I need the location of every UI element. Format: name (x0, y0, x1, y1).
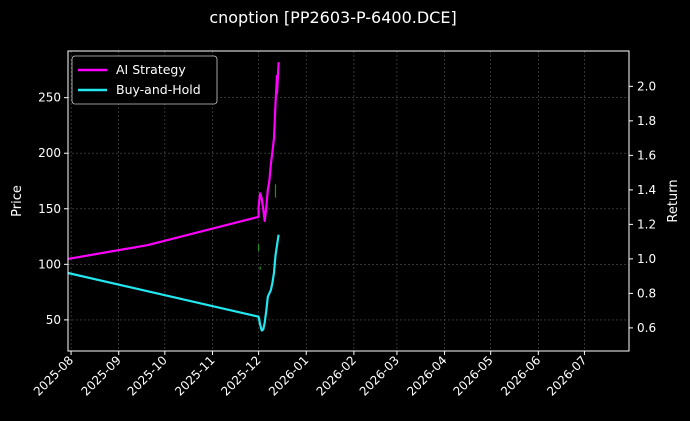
y-tick-label: 250 (38, 91, 61, 105)
y2-tick-label: 2.0 (637, 79, 656, 93)
series-line-ai-strategy (67, 62, 280, 260)
x-tick-label: 2026-02 (314, 353, 359, 398)
chart-title: cnoption [PP2603-P-6400.DCE] (209, 8, 456, 27)
y-tick-label: 100 (38, 257, 61, 271)
x-tick-label: 2026-03 (357, 353, 402, 398)
legend-box (71, 55, 218, 105)
y2-tick-label: 0.6 (637, 321, 656, 335)
x-axis: 2025-08 2025-09 2025-10 2025-11 2025-12 2026-… (31, 351, 590, 399)
y2-tick-label: 1.0 (637, 252, 656, 266)
y-axis-label: Price (10, 185, 25, 217)
x-tick-label: 2026-05 (450, 353, 495, 398)
x-tick-label: 2026-01 (266, 353, 311, 398)
y2-tick-label: 1.4 (637, 183, 656, 197)
y-tick-label: 150 (38, 202, 61, 216)
y2-tick-label: 1.8 (637, 114, 656, 128)
x-tick-label: 2026-04 (404, 353, 449, 398)
series-layer (67, 62, 280, 332)
x-tick-label: 2025-11 (172, 353, 217, 398)
legend-label: Buy-and-Hold (116, 82, 201, 97)
y2-axis-label: Return (666, 179, 681, 222)
x-tick-label: 2026-06 (498, 353, 543, 398)
y-tick-label: 200 (38, 146, 61, 160)
y-axis-right: 0.6 0.8 1.0 1.2 1.4 1.6 1.8 2.0 (629, 79, 656, 335)
y-axis-left: 50 100 150 200 250 (38, 91, 68, 327)
x-tick-label: 2025-09 (78, 353, 123, 398)
y2-tick-label: 1.6 (637, 148, 656, 162)
x-tick-label: 2025-12 (218, 353, 263, 398)
plot-frame (67, 50, 630, 352)
y-tick-label: 50 (46, 313, 61, 327)
x-tick-label: 2025-08 (31, 353, 76, 398)
x-tick-label: 2025-10 (125, 353, 170, 398)
x-tick-label: 2026-07 (544, 353, 589, 398)
y2-tick-label: 1.2 (637, 217, 656, 231)
legend: AI Strategy Buy-and-Hold (71, 55, 218, 105)
y2-tick-label: 0.8 (637, 286, 656, 300)
legend-label: AI Strategy (116, 62, 186, 77)
series-line-buy-and-hold (67, 234, 280, 332)
